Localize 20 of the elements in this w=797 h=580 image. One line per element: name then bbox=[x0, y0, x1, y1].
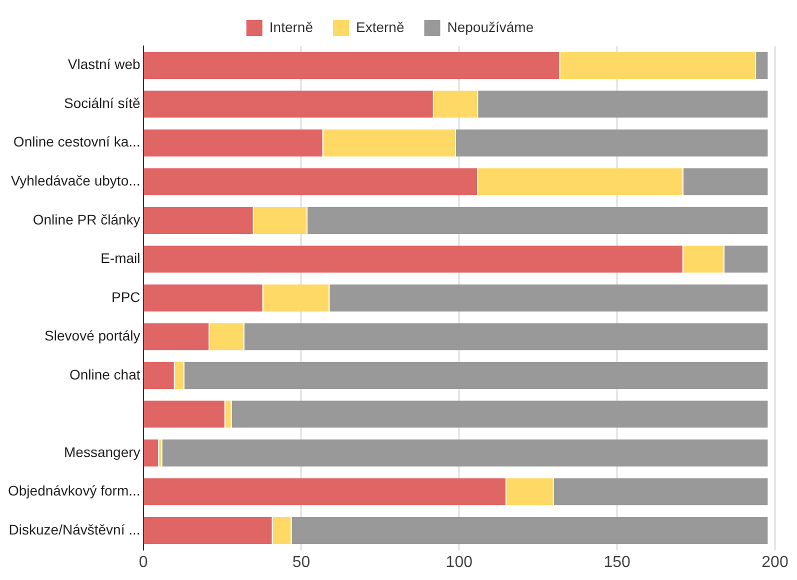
legend-label: Nepoužíváme bbox=[447, 18, 534, 35]
y-tick-label: E-mail bbox=[100, 250, 140, 266]
y-tick-label: Online cestovní ka... bbox=[13, 134, 140, 150]
y-tick-label: Online chat bbox=[69, 366, 140, 382]
y-tick-label: Online PR články bbox=[32, 211, 140, 228]
x-tick-label: 150 bbox=[604, 554, 631, 571]
x-tick-label: 200 bbox=[762, 554, 788, 571]
y-tick-label: Sociální sítě bbox=[64, 94, 140, 111]
legend-label: Interně bbox=[269, 18, 314, 35]
y-tick-label: Vlastní web bbox=[68, 56, 140, 72]
y-tick-label: Messangery bbox=[64, 444, 140, 460]
y-tick-label: PPC bbox=[111, 288, 140, 305]
x-tick-label: 50 bbox=[292, 554, 310, 571]
x-tick-label: 0 bbox=[138, 554, 148, 571]
y-tick-label: Vyhledávače ubyto... bbox=[10, 172, 140, 188]
y-tick-label: Objednávkový form... bbox=[8, 482, 140, 499]
y-tick-label: Diskuze/Návštěvní ... bbox=[8, 521, 140, 538]
x-tick-label: 100 bbox=[446, 554, 473, 571]
y-tick-label: Slevové portály bbox=[44, 328, 140, 344]
legend-label: Externě bbox=[356, 18, 404, 35]
